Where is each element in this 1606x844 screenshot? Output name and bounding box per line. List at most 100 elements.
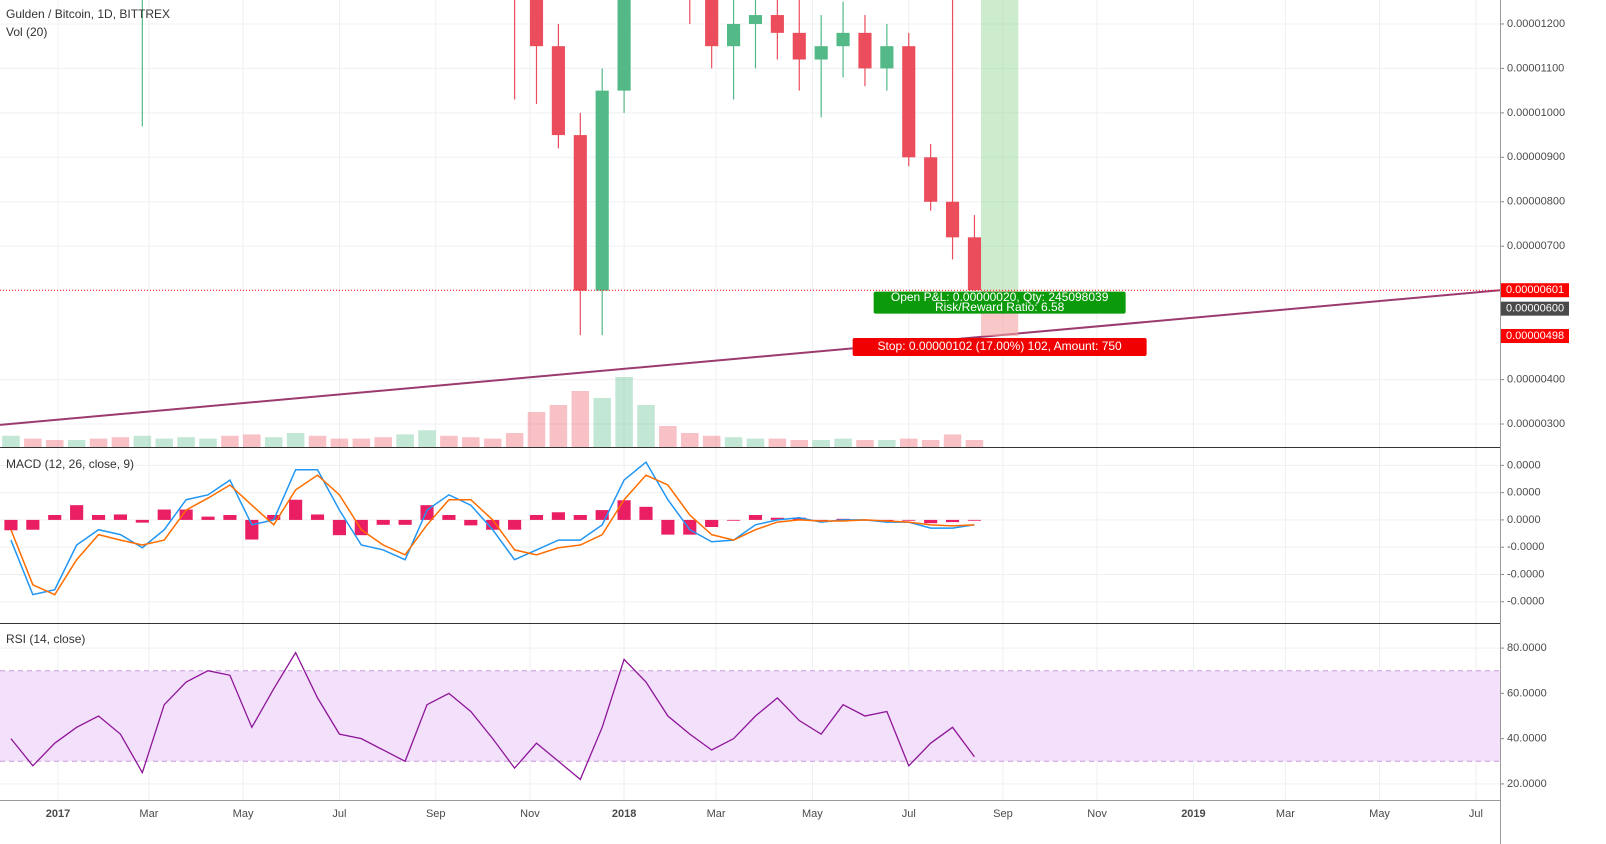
price-tag bbox=[1501, 283, 1569, 298]
stop-box bbox=[852, 338, 1147, 357]
macd-histogram-bar bbox=[398, 519, 412, 525]
macd-histogram-bar bbox=[924, 519, 938, 524]
volume-bar bbox=[790, 440, 809, 447]
volume-bar bbox=[768, 438, 787, 447]
y-tick-label: 0.0000 bbox=[1507, 459, 1541, 471]
y-tick-label: -0.0000 bbox=[1507, 541, 1544, 553]
volume-bar bbox=[286, 433, 305, 447]
volume-bar bbox=[330, 438, 349, 447]
volume-bar bbox=[67, 440, 86, 447]
x-tick-label: Jul bbox=[902, 808, 916, 820]
macd-histogram-bar bbox=[442, 515, 456, 520]
candle-body bbox=[902, 46, 916, 158]
rsi-pane bbox=[0, 651, 1500, 781]
volume-bar bbox=[812, 440, 830, 447]
y-tick-label: 0.00000800 bbox=[1507, 196, 1565, 208]
macd-histogram-bar bbox=[376, 519, 390, 525]
volume-bar bbox=[878, 440, 896, 447]
target-zone bbox=[981, 0, 1019, 291]
volume-bar bbox=[483, 438, 502, 447]
macd-histogram-bar bbox=[595, 510, 609, 520]
rsi-band bbox=[0, 670, 1500, 762]
grid bbox=[0, 0, 1500, 800]
x-tick-label: May bbox=[802, 808, 823, 820]
volume-bar bbox=[681, 433, 699, 447]
rsi-line bbox=[10, 651, 975, 781]
macd-histogram-bar bbox=[91, 515, 106, 520]
candle-body bbox=[836, 32, 850, 47]
volume-bar bbox=[264, 437, 283, 447]
volume-bar bbox=[965, 440, 984, 447]
y-tick-label: 0.0000 bbox=[1507, 487, 1541, 499]
x-tick-label: Mar bbox=[707, 808, 726, 820]
candle-body bbox=[551, 46, 565, 136]
y-tick-label: 0.00000300 bbox=[1507, 418, 1565, 430]
axes: 2017 Mar May Jul Sep Nov 2018 Mar May Jul Sep Nov 20… bbox=[0, 0, 1569, 844]
candle-body bbox=[945, 201, 960, 238]
macd-histogram-bar bbox=[486, 519, 500, 530]
volume-bar bbox=[549, 405, 568, 447]
candle-body bbox=[770, 15, 784, 33]
x-tick-label: Sep bbox=[993, 808, 1013, 820]
macd-histogram-bar bbox=[967, 519, 982, 521]
y-tick-label: 80.0000 bbox=[1507, 642, 1547, 654]
trendline bbox=[0, 289, 1500, 426]
volume-bar bbox=[462, 437, 480, 447]
volume-bar bbox=[308, 435, 327, 447]
x-tick-label: Nov bbox=[520, 808, 540, 820]
signal-line bbox=[10, 474, 975, 596]
volume-bar bbox=[505, 433, 524, 447]
y-tick-label: 40.0000 bbox=[1507, 733, 1547, 745]
volume-bar bbox=[834, 438, 852, 447]
volume-bar bbox=[221, 435, 239, 447]
macd-histogram-bar bbox=[902, 519, 916, 521]
volume-bar bbox=[440, 435, 458, 447]
y-tick-label: 0.00001000 bbox=[1507, 107, 1565, 119]
y-tick-label: -0.0000 bbox=[1507, 596, 1544, 608]
volume-bar bbox=[724, 437, 743, 447]
price-tag-label: 0.00000498 bbox=[1506, 330, 1564, 342]
candle-body bbox=[529, 0, 544, 47]
macd-histogram-bar bbox=[508, 519, 522, 530]
candle-body bbox=[573, 135, 587, 291]
pnl-label: Open P&L: 0.00000020, Qty: 245098039 bbox=[891, 290, 1109, 304]
macd-histogram-bar bbox=[705, 519, 719, 527]
y-tick-label: 0.00001100 bbox=[1507, 62, 1564, 74]
rsi-title: RSI (14, close) bbox=[6, 632, 85, 646]
x-tick-label: Jul bbox=[1469, 808, 1483, 820]
volume-bar bbox=[702, 435, 721, 447]
y-tick-label: 20.0000 bbox=[1507, 778, 1547, 790]
volume-bar bbox=[2, 435, 20, 447]
pnl-box bbox=[873, 291, 1126, 314]
volume-bar bbox=[900, 438, 918, 447]
candle-body bbox=[967, 237, 982, 291]
volume-bar bbox=[199, 438, 217, 447]
volume-bar bbox=[89, 438, 108, 447]
x-tick-label: Jul bbox=[332, 808, 346, 820]
macd-histogram-bar bbox=[179, 509, 193, 520]
y-tick-label: 60.0000 bbox=[1507, 687, 1547, 699]
volume-bar bbox=[856, 440, 874, 447]
volume-bar bbox=[111, 437, 130, 447]
macd-histogram-bar bbox=[157, 509, 171, 520]
volume-bar bbox=[659, 426, 677, 447]
candle-body bbox=[727, 23, 741, 47]
macd-histogram-bar bbox=[792, 517, 806, 520]
y-tick-label: 0.00001200 bbox=[1507, 18, 1565, 30]
macd-histogram-bar bbox=[573, 515, 587, 520]
macd-pane bbox=[4, 460, 982, 596]
x-tick-label: Sep bbox=[426, 808, 446, 820]
volume-bar bbox=[943, 434, 962, 447]
macd-histogram-bar bbox=[661, 519, 675, 535]
macd-histogram-bar bbox=[4, 519, 18, 531]
x-tick-label: 2017 bbox=[46, 808, 70, 820]
macd-histogram-bar bbox=[201, 516, 215, 520]
macd-histogram-bar bbox=[26, 519, 40, 530]
macd-histogram-bar bbox=[551, 512, 565, 520]
macd-histogram-bar bbox=[639, 506, 653, 520]
y-tick-label: -0.0000 bbox=[1507, 568, 1544, 580]
macd-histogram-bar bbox=[332, 519, 346, 536]
candle-body bbox=[705, 0, 719, 47]
